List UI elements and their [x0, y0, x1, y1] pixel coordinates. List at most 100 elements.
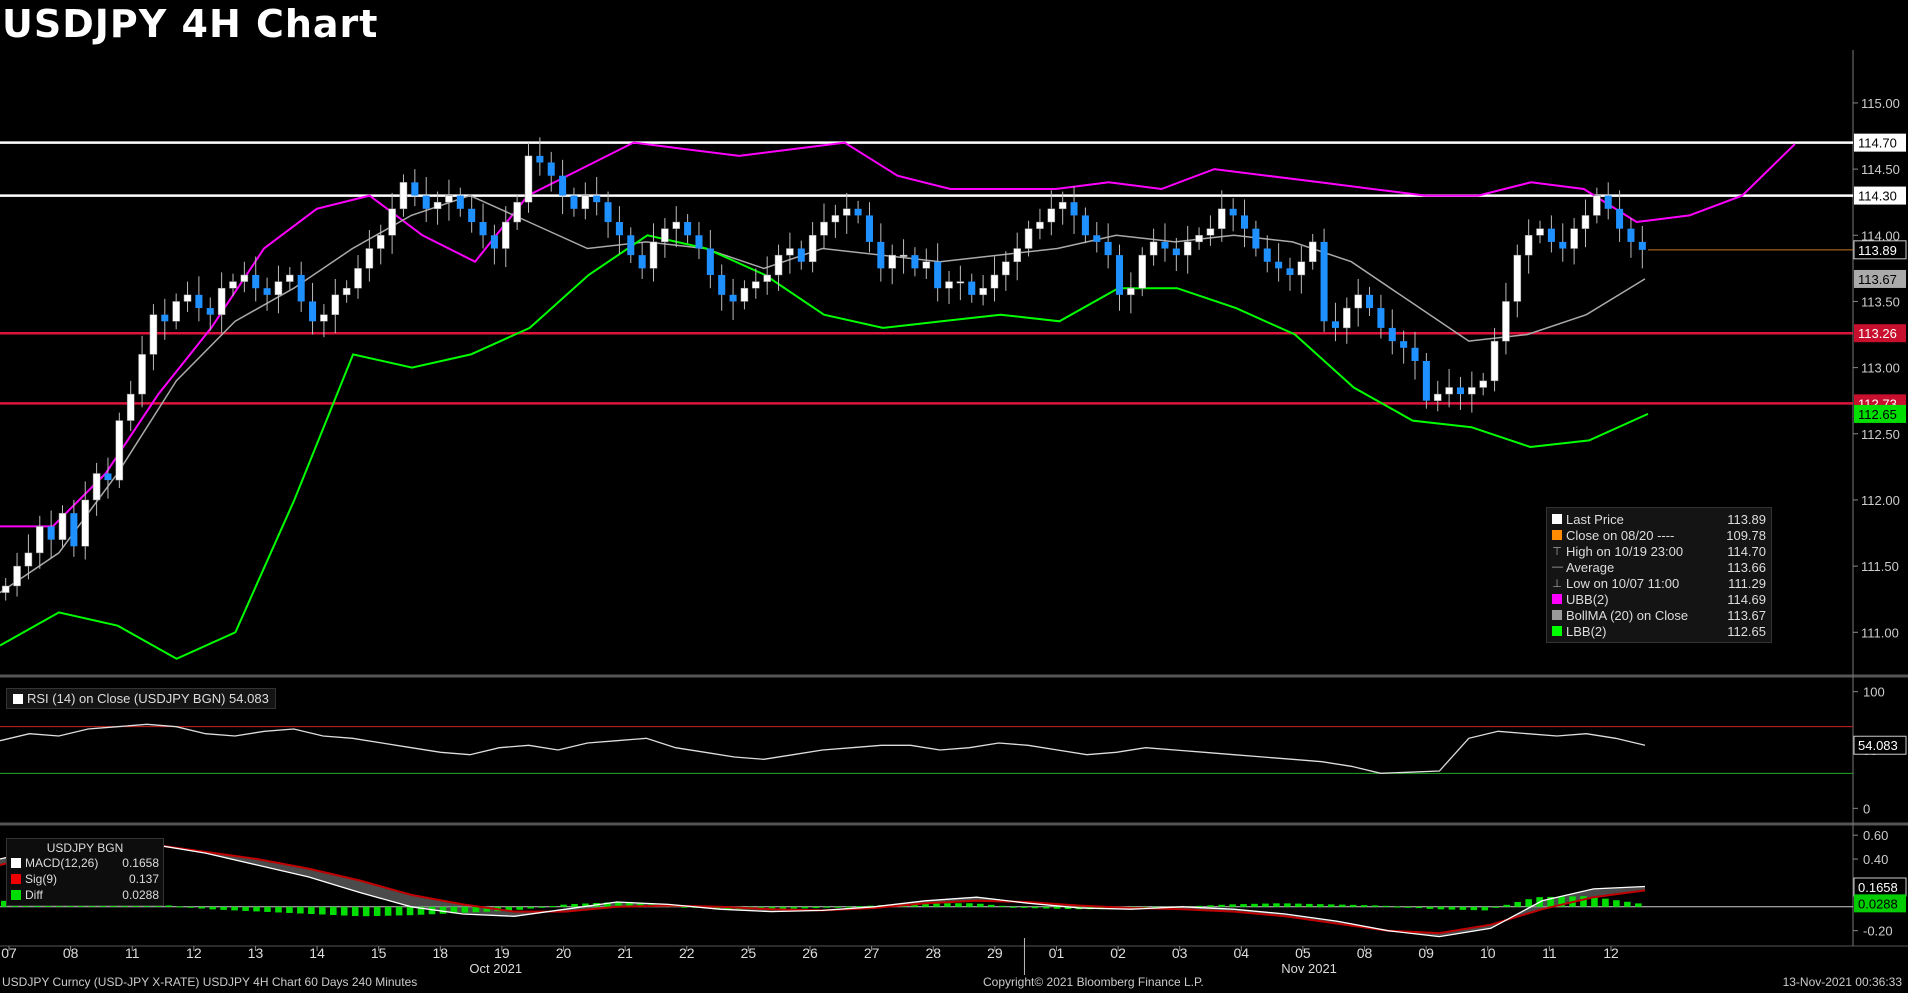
candle: [1036, 208, 1044, 240]
candle: [138, 335, 146, 408]
candle: [1229, 198, 1237, 232]
diff-bar: [395, 906, 403, 916]
diff-bar: [472, 906, 480, 913]
candle: [774, 244, 783, 291]
diff-bar: [944, 903, 951, 907]
candle: [854, 200, 862, 224]
x-tick-label: 11: [125, 945, 140, 961]
candle-body: [968, 281, 976, 295]
candle: [1627, 218, 1635, 258]
candle-body: [729, 294, 737, 302]
candle: [1445, 368, 1453, 408]
candle: [1161, 223, 1169, 262]
candle-body: [718, 274, 726, 295]
average-icon: —: [1552, 561, 1563, 573]
diff-bar: [297, 906, 304, 914]
price-axis-tag-label: 113.89: [1858, 243, 1897, 258]
x-tick-label: 07: [1, 945, 17, 961]
diff-bar: [373, 906, 381, 916]
diff-bar: [209, 906, 216, 910]
diff-bar: [1624, 901, 1631, 907]
legend-label: Last Price: [1566, 511, 1624, 527]
candle: [1616, 190, 1624, 242]
candle-body: [445, 195, 453, 203]
candle: [911, 247, 919, 277]
magenta-square-icon: [1552, 594, 1562, 604]
candle-body: [1490, 340, 1499, 382]
x-tick-label: 27: [864, 945, 880, 961]
candle-body: [638, 255, 646, 269]
candle: [399, 174, 408, 217]
price-axis-tag-label: 113.67: [1858, 272, 1897, 287]
candle-body: [740, 287, 749, 302]
candle-body: [263, 288, 271, 295]
x-tick-label: 29: [987, 945, 1003, 961]
candle: [161, 298, 169, 340]
candle-body: [513, 201, 521, 223]
candle-body: [570, 195, 578, 209]
rsi-tick-label: 100: [1863, 685, 1885, 700]
diff-bar: [1229, 904, 1236, 907]
diff-bar: [604, 902, 611, 907]
x-tick-label: 08: [63, 945, 79, 961]
candle: [1331, 302, 1339, 342]
candle-body: [13, 565, 21, 587]
diff-bar: [483, 906, 491, 912]
candle-body: [1331, 321, 1339, 328]
candle: [513, 194, 521, 230]
candle-body: [877, 241, 885, 269]
diff-bar: [549, 905, 556, 907]
candle: [877, 223, 885, 282]
candle: [729, 278, 737, 320]
legend-label: Close on 08/20 ----: [1566, 527, 1675, 543]
candle: [638, 241, 646, 279]
candle: [1263, 235, 1271, 273]
candle: [797, 240, 805, 270]
candle-body: [286, 274, 294, 282]
x-tick-label: 10: [1480, 945, 1496, 961]
x-tick-label: 09: [1418, 945, 1434, 961]
candle-body: [297, 274, 305, 302]
candle-body: [47, 526, 55, 540]
candle-body: [1206, 228, 1215, 236]
diff-bar: [571, 904, 578, 907]
diff-bar: [1591, 897, 1598, 907]
candle-body: [411, 182, 419, 196]
candle: [1297, 245, 1306, 294]
price-tick-label: 111.50: [1861, 559, 1899, 574]
candle: [1206, 215, 1215, 246]
legend-label: Low on 10/07 11:00: [1566, 575, 1680, 591]
candle-body: [672, 221, 681, 229]
diff-bar: [1503, 904, 1511, 907]
candle-body: [831, 215, 840, 223]
candle-body: [1502, 301, 1510, 342]
diff-bar: [1196, 905, 1203, 907]
candle-body: [81, 499, 90, 547]
candle-body: [1149, 241, 1158, 256]
orange-square-icon: [1552, 530, 1562, 540]
candle-body: [1616, 208, 1624, 229]
candle-body: [115, 420, 124, 481]
x-tick-label: 05: [1295, 945, 1311, 961]
legend-row: LBB(2) 112.65: [1552, 623, 1766, 639]
candle-body: [138, 354, 146, 395]
candle-body: [1070, 202, 1078, 216]
footer-left-text: USDJPY Curncy (USD-JPY X-RATE) USDJPY 4H…: [2, 975, 418, 989]
diff-bar: [242, 906, 249, 911]
candle-body: [1024, 228, 1033, 249]
price-tick-label: 112.50: [1861, 427, 1900, 442]
diff-bar: [1547, 896, 1554, 907]
legend-value: 114.69: [1727, 591, 1766, 607]
candle-body: [1433, 393, 1442, 401]
gray-square-icon: [1552, 610, 1562, 620]
high-icon: ⊤: [1552, 545, 1562, 558]
diff-bar: [713, 906, 721, 910]
diff-bar: [1020, 906, 1028, 908]
candle: [36, 515, 44, 569]
candle: [1070, 186, 1078, 234]
diff-bar: [351, 906, 359, 917]
legend-value: 114.70: [1727, 543, 1766, 559]
legend-row-diff: Diff 0.0288: [11, 887, 159, 903]
candle: [1093, 222, 1101, 253]
